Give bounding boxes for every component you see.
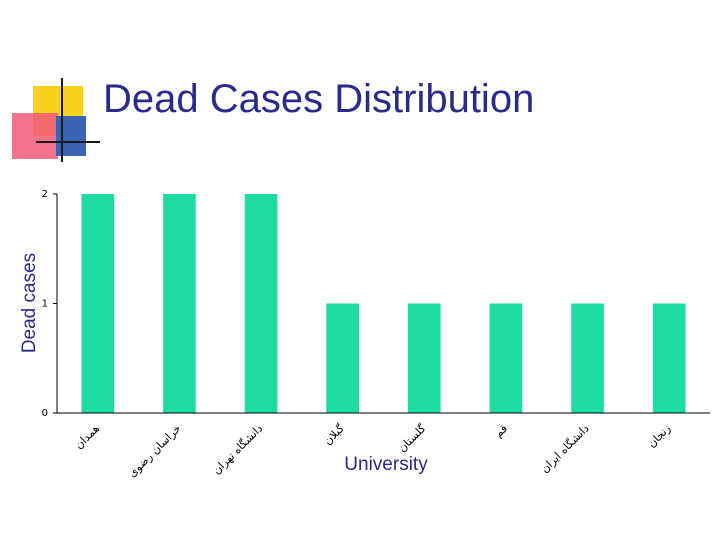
x-category-label-0: همدان [72, 422, 102, 452]
x-category-label-4: گلستان [396, 421, 429, 454]
x-category-label-3: گیلان [321, 421, 347, 447]
y-axis-title: Dead cases [19, 253, 40, 353]
x-category-label-2: دانشگاه تهران [210, 422, 265, 477]
bar-1 [163, 194, 196, 413]
bar-3 [326, 303, 360, 413]
x-category-label-6: دانشگاه ایران [538, 422, 592, 476]
bar-6 [571, 303, 604, 413]
logo-pink-square [12, 113, 58, 159]
x-axis-title: University [344, 454, 428, 475]
bar-2 [244, 194, 278, 413]
y-tick-label-2: 2 [42, 189, 48, 200]
bar-0 [81, 194, 115, 413]
bar-5 [489, 303, 523, 413]
slide-logo-decoration [12, 78, 100, 162]
y-tick-label-1: 1 [42, 299, 48, 310]
x-category-label-7: زنجان [645, 422, 673, 450]
x-category-label-1: خراسان رضوی [126, 422, 184, 480]
bars-layer [81, 194, 686, 413]
slide-title: Dead Cases Distribution [103, 77, 535, 121]
bar-4 [407, 303, 441, 413]
bar-7 [652, 303, 686, 413]
x-category-label-5: قم [492, 422, 510, 440]
y-tick-label-0: 0 [42, 408, 48, 419]
y-ticks-layer: 0 1 2 [42, 189, 57, 419]
